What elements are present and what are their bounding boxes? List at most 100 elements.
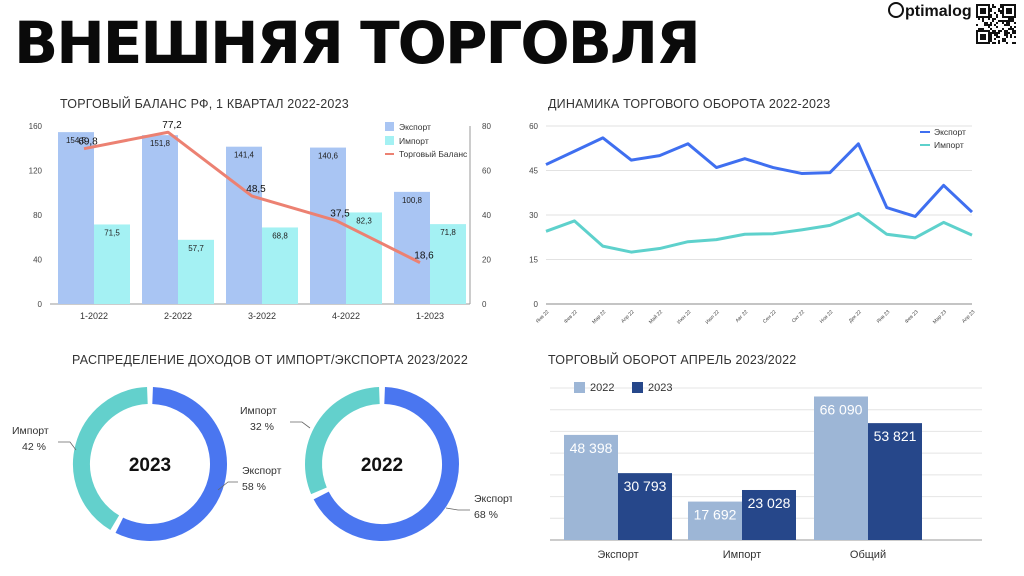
qr-module	[992, 6, 994, 8]
qr-module	[1004, 24, 1006, 26]
qr-module	[994, 30, 996, 32]
qr-module	[1000, 10, 1002, 12]
qr-module	[996, 26, 998, 28]
qr-module	[1004, 34, 1006, 36]
x-tick-label: Июн 22	[676, 309, 692, 325]
x-tick-label: 1-2022	[80, 311, 108, 321]
y-right-tick-label: 0	[482, 300, 487, 309]
qr-module	[1010, 18, 1012, 20]
qr-module	[976, 24, 978, 26]
import-bar	[178, 239, 214, 304]
import-bar	[262, 227, 298, 304]
y-tick-label: 0	[534, 300, 539, 309]
x-tick-label: 3-2022	[248, 311, 276, 321]
x-tick-label: Общий	[850, 549, 886, 561]
x-tick-label: 4-2022	[332, 311, 360, 321]
qr-module	[1008, 22, 1010, 24]
balance-point-label: 48,5	[246, 184, 266, 195]
qr-module	[1004, 20, 1006, 22]
qr-module	[1004, 40, 1006, 42]
qr-module	[1006, 30, 1008, 32]
qr-module	[994, 34, 996, 36]
bar-2022	[564, 434, 618, 540]
legend-label: Импорт	[399, 136, 429, 146]
x-tick-label: Экспорт	[597, 549, 638, 561]
qr-module	[998, 8, 1000, 10]
qr-module	[1006, 34, 1008, 36]
legend-swatch-import	[385, 136, 394, 145]
qr-module	[994, 12, 996, 14]
legend-label: Экспорт	[934, 127, 966, 137]
qr-module	[1014, 32, 1016, 34]
x-tick-label: Май 22	[647, 308, 664, 325]
qr-module	[992, 32, 994, 34]
qr-module	[982, 28, 984, 30]
qr-module	[990, 38, 992, 40]
qr-module	[998, 10, 1000, 12]
qr-module	[982, 20, 984, 22]
import-bar-label: 57,7	[188, 244, 204, 253]
qr-module	[986, 22, 988, 24]
y-left-tick-label: 160	[29, 122, 43, 131]
qr-module	[990, 40, 992, 42]
qr-module	[1010, 26, 1012, 28]
balance-point-label: 69,8	[78, 137, 98, 148]
y-tick-label: 45	[529, 167, 538, 176]
qr-module	[1010, 36, 1012, 38]
qr-module	[990, 16, 992, 18]
qr-module	[996, 36, 998, 38]
legend-swatch	[632, 382, 643, 393]
qr-module	[990, 36, 992, 38]
qr-module	[1010, 34, 1012, 36]
qr-module	[1006, 42, 1008, 44]
y-right-tick-label: 80	[482, 122, 491, 131]
export-bar-label: 100,8	[402, 196, 423, 205]
leader-line	[445, 507, 470, 511]
bar-2023	[742, 489, 796, 540]
qr-module	[1012, 42, 1014, 44]
export-bar	[226, 146, 262, 304]
legend-label: 2022	[590, 382, 614, 394]
qr-finder-core	[1006, 8, 1012, 14]
slice-pct: 42 %	[22, 441, 46, 453]
y-tick-label: 15	[529, 256, 538, 265]
qr-module	[994, 24, 996, 26]
x-tick-label: Фев 22	[563, 309, 579, 325]
chart2-title: ДИНАМИКА ТОРГОВОГО ОБОРОТА 2022-2023	[548, 97, 831, 111]
qr-finder-core	[980, 34, 986, 40]
bar-value-label: 30 793	[624, 478, 667, 494]
qr-module	[1000, 30, 1002, 32]
bar-value-label: 48 398	[570, 440, 613, 456]
qr-module	[994, 18, 996, 20]
turnover-dynamics-chart: 0 15 30 45 60 Янв 22 Фев 22 Мар 22 Апр 22 Май 22 И…	[529, 122, 976, 326]
qr-module	[998, 32, 1000, 34]
april-turnover-chart: 48 398 30 793 Экспорт 17 692 23 028 Импорт 66 …	[550, 382, 982, 561]
qr-module	[1002, 22, 1004, 24]
qr-module	[1000, 20, 1002, 22]
brand-logo: ptimalog	[888, 2, 972, 21]
slice-label: Импорт	[12, 425, 49, 437]
qr-module	[1010, 28, 1012, 30]
qr-module	[1008, 20, 1010, 22]
qr-finder-core	[980, 8, 986, 14]
qr-module	[1002, 28, 1004, 30]
donut-slice-export	[313, 387, 459, 541]
x-tick-label: 2-2022	[164, 311, 192, 321]
qr-module	[992, 18, 994, 20]
legend-label: Экспорт	[399, 122, 431, 132]
balance-point-label: 37,5	[330, 209, 350, 220]
qr-module	[996, 22, 998, 24]
slice-pct: 68 %	[474, 509, 498, 521]
qr-module	[1006, 24, 1008, 26]
qr-module	[994, 6, 996, 8]
x-tick-label: Мар 23	[932, 309, 948, 325]
y-right-tick-label: 60	[482, 167, 491, 176]
export-line	[545, 136, 974, 218]
income-distribution-donuts: 2023 Импорт 42 % Экспорт 58 % 2022 Импорт 32 % Э…	[12, 387, 512, 541]
qr-module	[1002, 40, 1004, 42]
slice-pct: 58 %	[242, 481, 266, 493]
import-bar	[346, 212, 382, 304]
qr-module	[990, 28, 992, 30]
qr-module	[1006, 32, 1008, 34]
y-left-tick-label: 40	[33, 256, 42, 265]
